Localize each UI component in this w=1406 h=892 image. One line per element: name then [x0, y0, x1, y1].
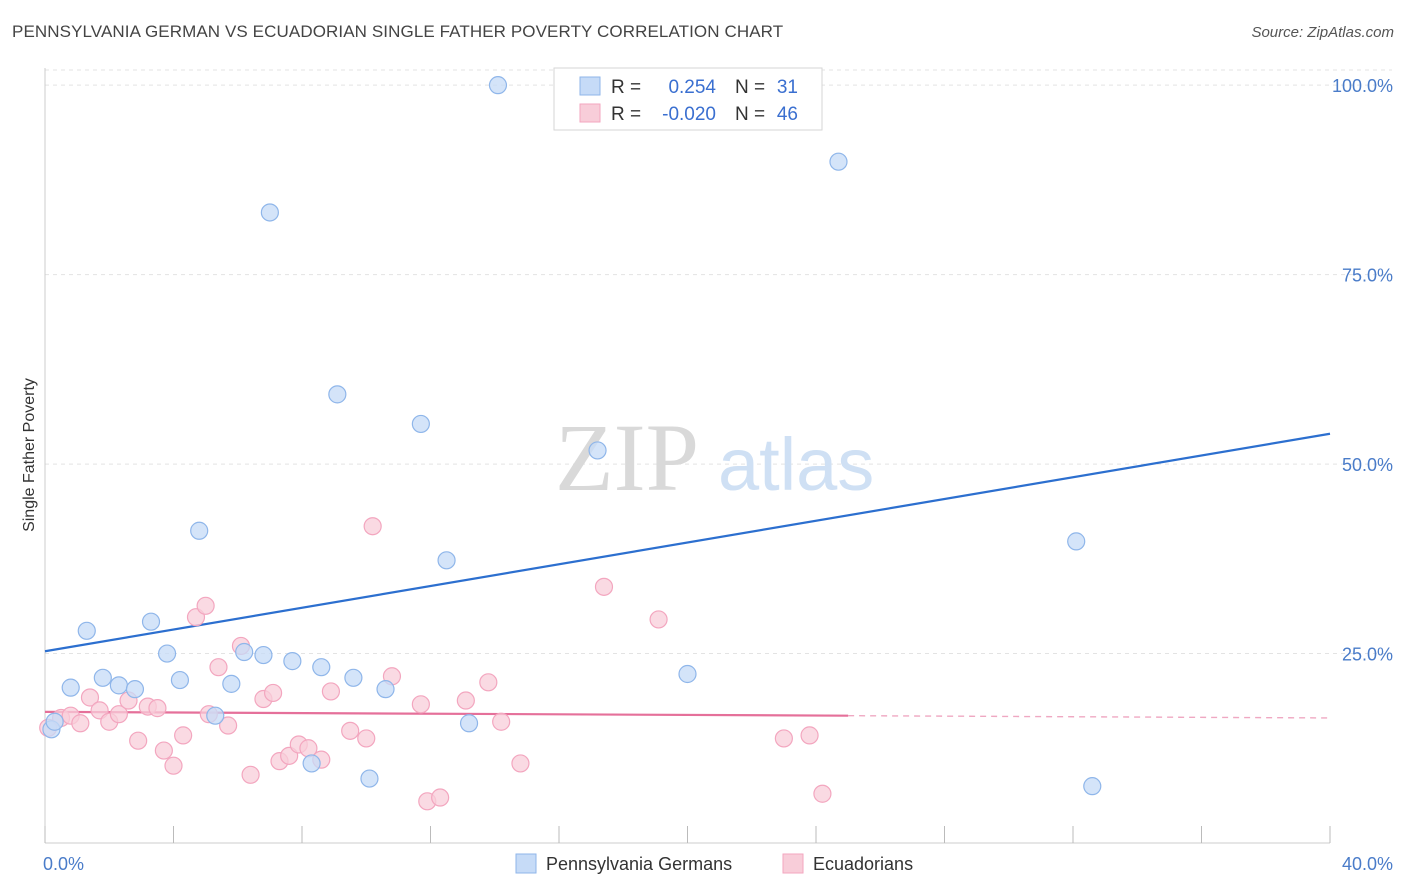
x-tick-label-max: 40.0%	[1342, 854, 1393, 874]
axes	[44, 68, 1331, 844]
legend-r-value-2: -0.020	[662, 104, 716, 125]
y-axis-label: Single Father Poverty	[21, 378, 38, 532]
point-series-0-15	[260, 203, 279, 222]
point-series-1-13	[164, 756, 183, 775]
point-series-0-8	[157, 644, 177, 663]
x-tick-label-min: 0.0%	[43, 854, 84, 874]
point-series-1-41	[594, 577, 614, 596]
bottom-legend-label-ecuadorians: Ecuadorians	[813, 854, 913, 874]
point-series-1-18	[209, 658, 228, 677]
series-legend: Pennsylvania Germans Ecuadorians	[515, 853, 913, 874]
y-tick-label-2: 75.0%	[1342, 266, 1393, 286]
point-series-1-39	[492, 712, 511, 731]
point-series-0-24	[437, 551, 456, 570]
point-series-0-22	[376, 680, 395, 699]
trend-lines	[44, 432, 1331, 719]
point-series-0-28	[678, 664, 697, 684]
watermark: ZIP atlas	[555, 404, 874, 511]
point-series-0-25	[459, 714, 479, 733]
point-series-1-37	[456, 691, 475, 710]
data-points	[39, 76, 1102, 811]
legend-n-label-2: N =	[735, 104, 765, 125]
legend-r-value-1: 0.254	[668, 77, 716, 98]
gridlines	[45, 69, 1392, 655]
legend-swatch-ecuadorians	[579, 103, 601, 123]
point-series-1-30	[341, 721, 360, 740]
bottom-legend-swatch-ecuadorians	[782, 853, 804, 874]
watermark-atlas: atlas	[718, 423, 874, 506]
point-series-1-9	[129, 731, 148, 750]
point-series-0-6	[125, 680, 145, 699]
legend-r-label-1: R =	[611, 77, 641, 98]
y-tick-label-0: 25.0%	[1342, 645, 1393, 665]
point-series-0-29	[829, 152, 848, 171]
point-series-1-43	[774, 729, 793, 748]
point-series-1-29	[321, 682, 341, 701]
point-series-0-1	[45, 712, 64, 731]
point-series-1-23	[263, 683, 283, 703]
point-series-1-19	[219, 716, 238, 735]
trend-line-series-0	[44, 432, 1331, 653]
bottom-legend-label-pennsylvania-germans: Pennsylvania Germans	[546, 854, 732, 874]
point-series-1-16	[196, 596, 215, 615]
point-series-0-21	[360, 769, 379, 788]
point-series-0-2	[61, 678, 80, 697]
tick-labels: 25.0% 50.0% 75.0% 100.0% 0.0% 40.0%	[43, 76, 1393, 874]
chart-title: PENNSYLVANIA GERMAN VS ECUADORIAN SINGLE…	[12, 22, 784, 41]
point-series-1-40	[511, 754, 530, 773]
point-series-1-4	[80, 688, 100, 707]
point-series-0-13	[235, 642, 254, 662]
trend-line-dashed-series-1	[848, 714, 1331, 719]
point-series-0-27	[588, 441, 607, 460]
point-series-1-3	[71, 714, 90, 733]
point-series-0-7	[141, 612, 161, 631]
legend-n-value-2: 46	[777, 104, 798, 125]
y-tick-label-1: 50.0%	[1342, 455, 1393, 475]
watermark-zip: ZIP	[555, 404, 699, 511]
point-series-1-44	[800, 726, 819, 745]
point-series-1-34	[411, 695, 430, 714]
point-series-0-9	[170, 670, 190, 690]
point-series-1-45	[813, 784, 832, 803]
point-series-1-12	[154, 741, 173, 760]
point-series-0-14	[254, 645, 273, 665]
legend-r-label-2: R =	[611, 104, 641, 125]
stats-legend: R = 0.254 N = 31 R = -0.020 N = 46	[553, 67, 823, 131]
point-series-1-31	[357, 729, 376, 748]
point-series-0-26	[488, 76, 508, 95]
point-series-1-11	[148, 699, 167, 718]
point-series-0-5	[109, 676, 128, 695]
point-series-1-21	[241, 765, 260, 784]
y-tick-label-3: 100.0%	[1332, 76, 1393, 96]
point-series-0-19	[328, 385, 347, 404]
point-series-0-17	[302, 754, 321, 773]
point-series-0-31	[1083, 777, 1102, 796]
point-series-1-14	[174, 726, 193, 745]
legend-n-label-1: N =	[735, 77, 765, 98]
point-series-0-16	[283, 652, 302, 671]
point-series-1-7	[109, 705, 128, 724]
point-series-1-36	[431, 788, 450, 807]
point-series-0-12	[222, 674, 241, 693]
point-series-0-4	[93, 668, 112, 687]
point-series-1-42	[649, 610, 668, 629]
point-series-0-23	[411, 414, 430, 434]
point-series-0-18	[312, 658, 331, 677]
point-series-0-3	[77, 621, 96, 640]
point-series-1-38	[479, 673, 498, 692]
point-series-0-20	[344, 668, 363, 687]
source-credit: Source: ZipAtlas.com	[1251, 24, 1394, 41]
point-series-0-11	[206, 706, 225, 725]
legend-n-value-1: 31	[777, 77, 798, 98]
point-series-0-10	[190, 521, 209, 540]
bottom-legend-swatch-pennsylvania-germans	[515, 853, 537, 874]
point-series-0-30	[1067, 532, 1086, 551]
point-series-1-32	[363, 517, 382, 536]
legend-swatch-pennsylvania-germans	[579, 76, 601, 96]
trend-line-series-1	[44, 710, 849, 717]
